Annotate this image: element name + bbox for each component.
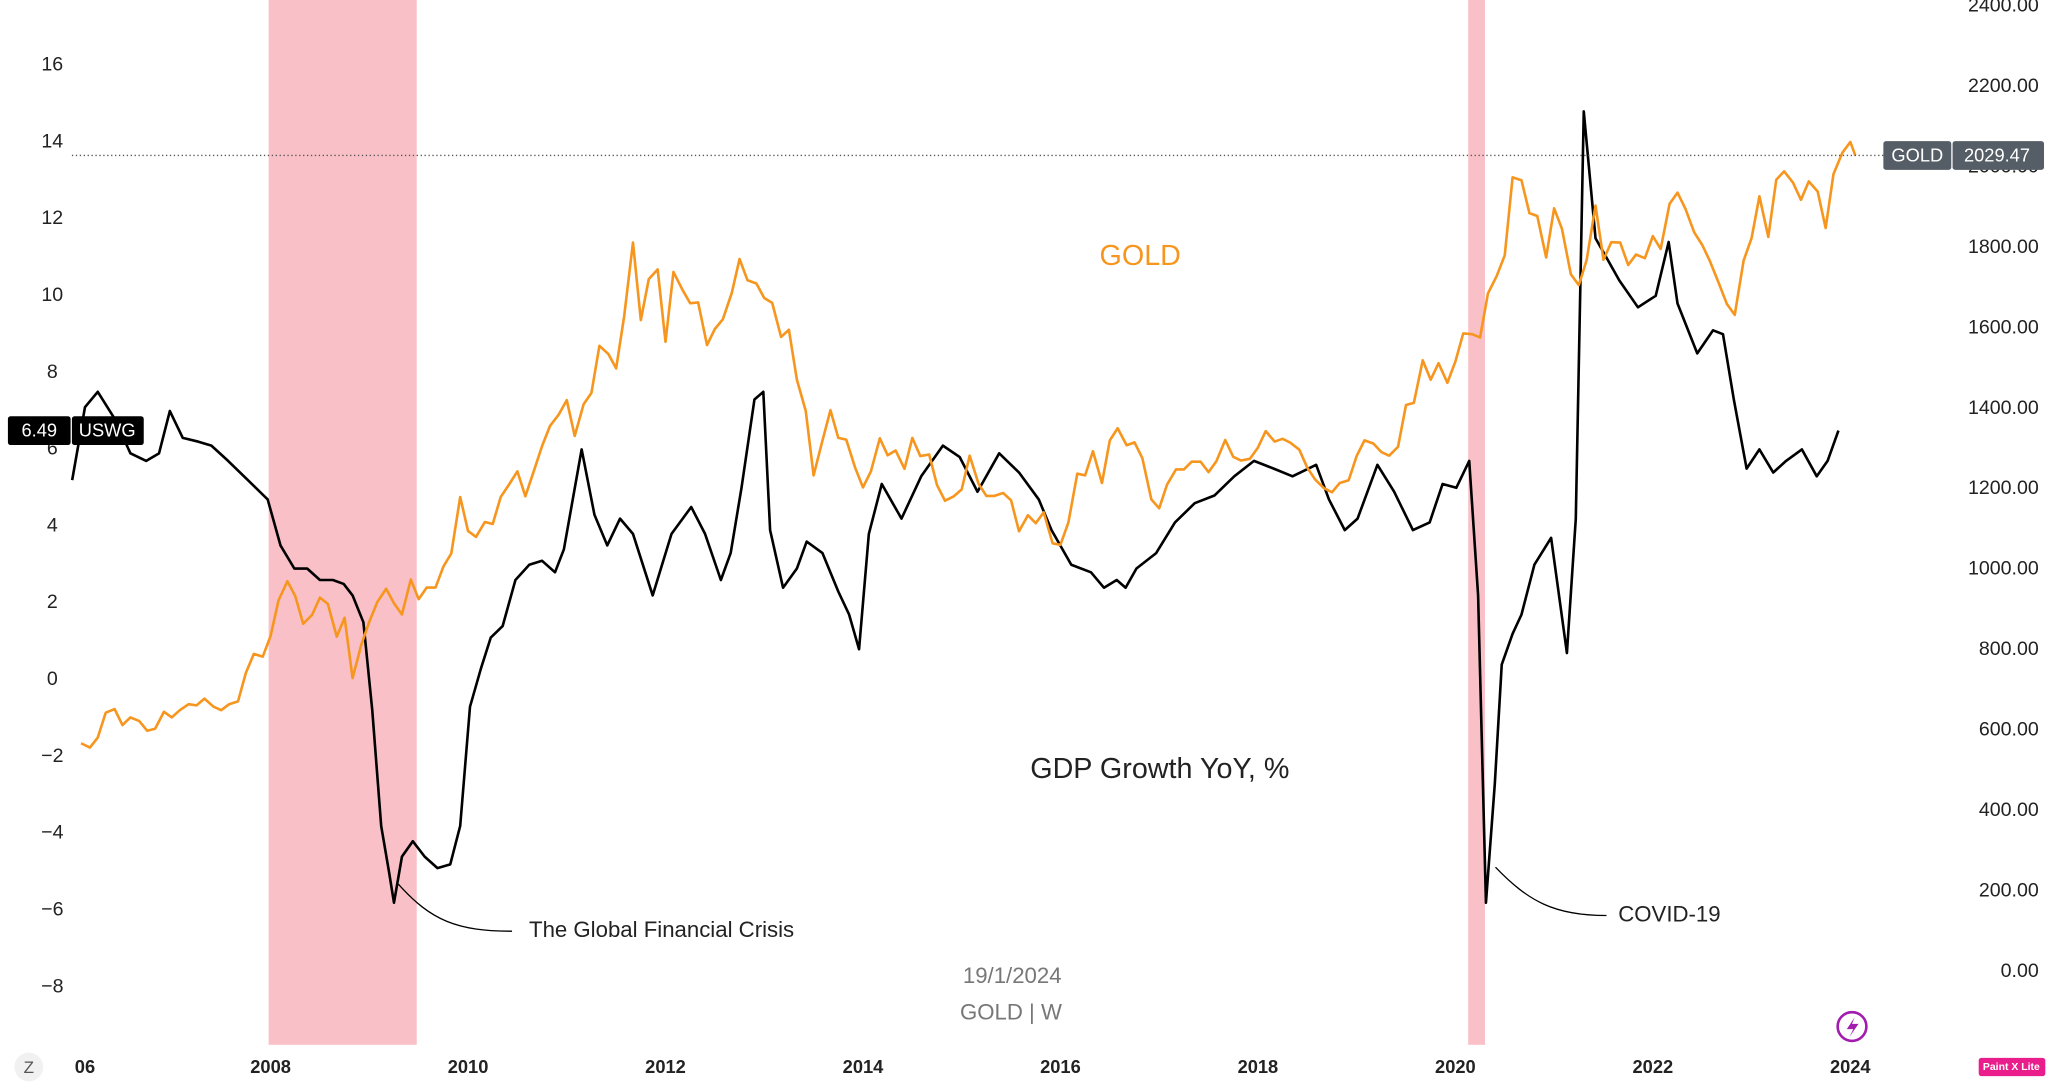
y2-tick-label: 200.00 [1979,879,2039,901]
watermark: Paint X Lite [1983,1062,2040,1073]
gdp-label: GDP Growth YoY, % [1030,753,1289,785]
x-tick-label: 2018 [1238,1056,1279,1077]
x-tick-label: 2022 [1633,1056,1674,1077]
gfc-label: The Global Financial Crisis [529,917,794,942]
y-tick-label: −6 [41,899,63,921]
y-tick-label: 0 [47,668,58,690]
x-tick-label: 2020 [1435,1056,1476,1077]
y2-tick-label: 600.00 [1979,718,2039,740]
x-tick-label: 06 [75,1056,95,1077]
series-line [80,140,1857,749]
y2-tick-label: 800.00 [1979,638,2039,660]
symbol-label: GOLD | W [960,999,1062,1024]
date-label: 19/1/2024 [963,963,1062,988]
covid-label: COVID-19 [1618,901,1720,926]
y2-tick-label: 1800.00 [1968,236,2039,258]
logo-badge [14,1052,44,1082]
shades [268,0,1485,1045]
y-tick-label: 4 [47,514,58,536]
y-tick-label: 10 [41,284,63,306]
y-tick-label: −8 [41,975,63,997]
gfc-connector [397,883,513,932]
y2-tick-label: 1400.00 [1968,397,2039,419]
series-line [70,110,1840,905]
recession-band [1468,0,1485,1045]
lightning-icon[interactable] [1836,1010,1868,1043]
badge-name: USWG [79,420,136,441]
y-tick-label: 16 [41,53,63,75]
y2-tick-label: 1600.00 [1968,316,2039,338]
covid-connector [1495,866,1607,917]
badge-name: GOLD [1891,145,1943,166]
y2-tick-label: 0.00 [2001,960,2039,982]
x-tick-label: 2012 [645,1056,686,1077]
y2-tick-label: 400.00 [1979,799,2039,821]
y-tick-label: 2 [47,591,58,613]
y2-tick-label: 2200.00 [1968,75,2039,97]
watermark-badge [1978,1057,2046,1077]
y-tick-label: −4 [41,822,63,844]
badge-value: 6.49 [21,420,57,441]
badge-name-bg [71,416,144,445]
y2-tick-label: 2400.00 [1968,0,2039,17]
y-tick-label: 12 [41,207,63,229]
y-tick-label: 8 [47,361,58,383]
badge-value: 2029.47 [1964,145,2030,166]
x-tick-label: 2016 [1040,1056,1081,1077]
logo: Z [24,1058,34,1077]
y-tick-label: 14 [41,130,63,152]
y-tick-label: 6 [47,438,58,460]
badge-name-bg [1883,141,1952,170]
y2-tick-label: 1000.00 [1968,558,2039,580]
badge-value-bg [7,416,71,445]
lines [70,110,1857,905]
x-tick-label: 2024 [1830,1056,1871,1077]
y-tick-label: −2 [41,745,63,767]
gold-label: GOLD [1100,240,1181,272]
x-tick-label: 2008 [250,1056,291,1077]
y2-tick-label: 1200.00 [1968,477,2039,499]
lightning-glyph [1846,1017,1859,1037]
badge-value-bg [1952,141,2045,170]
recession-band [268,0,417,1045]
x-tick-label: 2014 [843,1056,884,1077]
x-tick-label: 2010 [448,1056,489,1077]
